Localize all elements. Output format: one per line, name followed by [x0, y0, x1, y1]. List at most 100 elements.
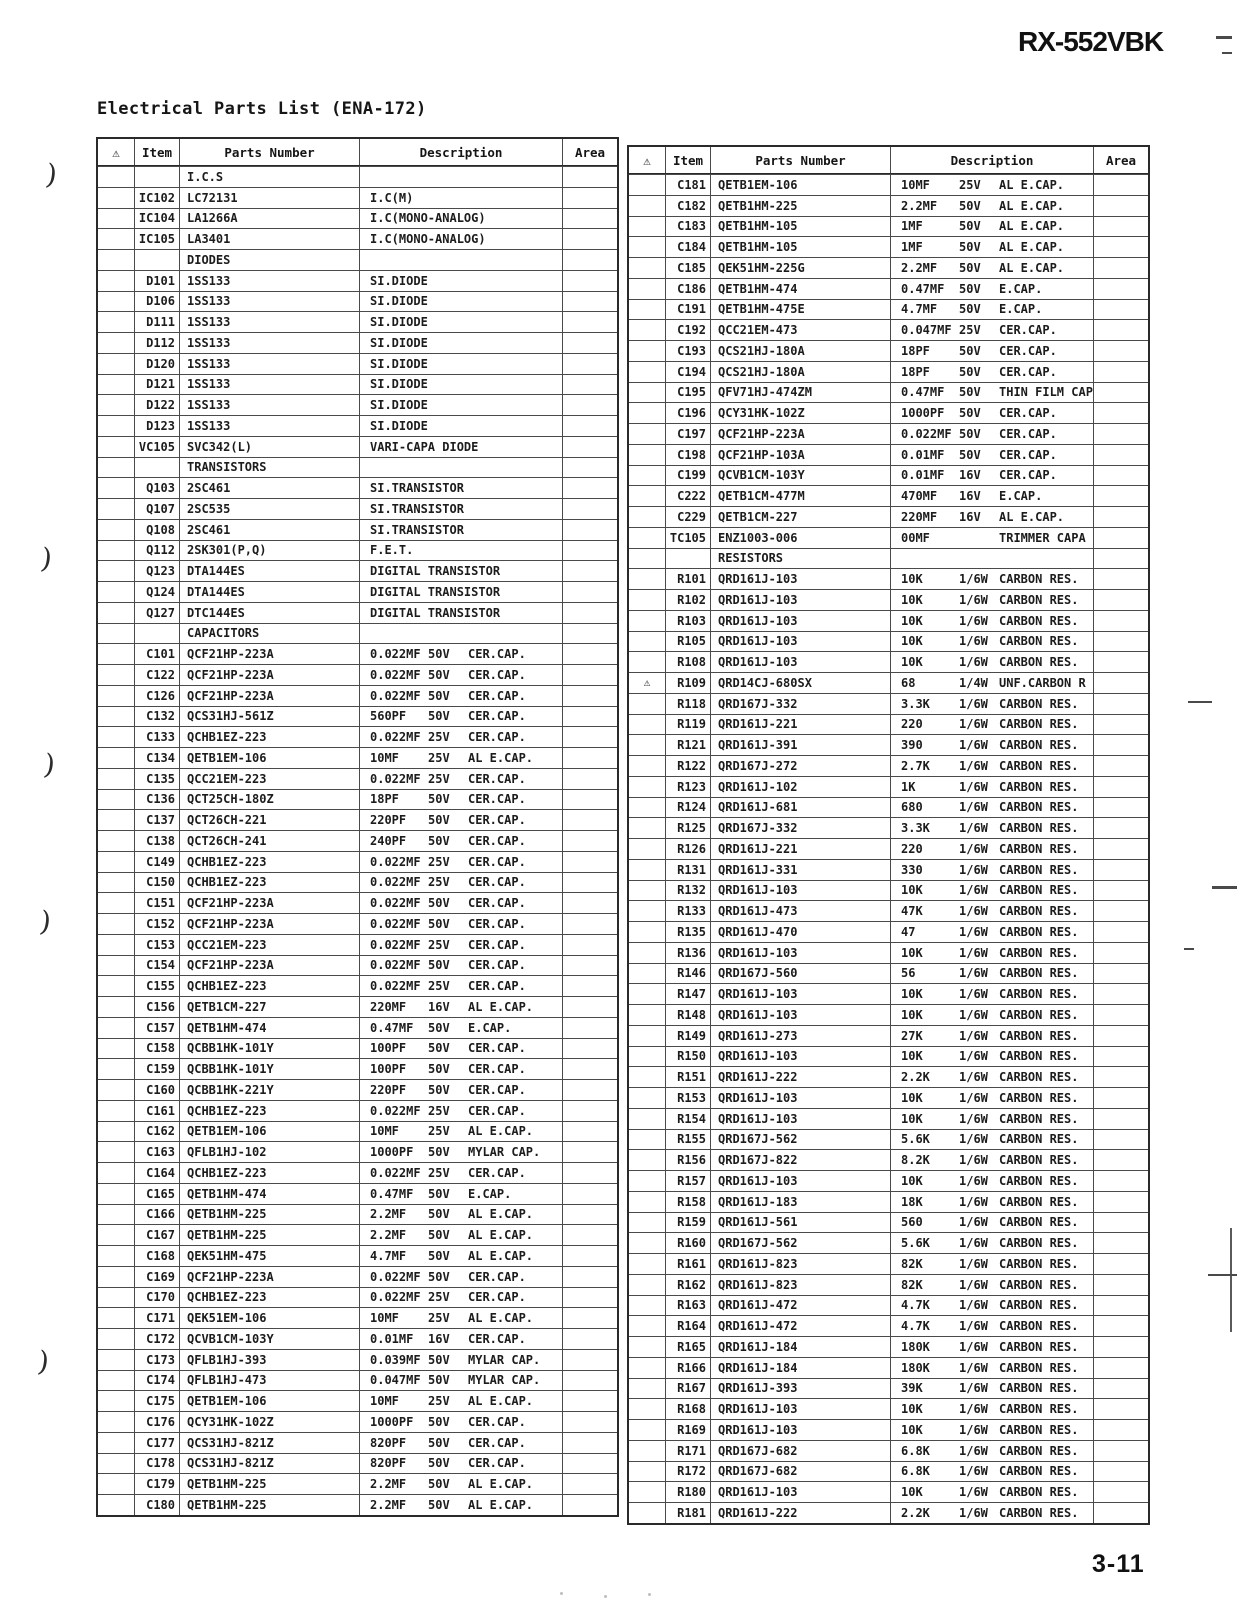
parts-number-cell: QCY31HK-102Z — [179, 1412, 359, 1432]
description-d1: 10K — [901, 1422, 923, 1437]
description-d3: CARBON RES. — [999, 1111, 1079, 1126]
description-d3: CARBON RES. — [999, 696, 1079, 711]
description-d2: 25V — [428, 875, 450, 890]
description-d3: CARBON RES. — [999, 945, 1079, 960]
item-cell: C196 — [665, 403, 710, 423]
parts-number-cell: QCS31HJ-821Z — [179, 1432, 359, 1453]
description-cell: 560PF 50V CER.CAP. — [359, 706, 562, 727]
description-d3: CARBON RES. — [999, 862, 1079, 877]
description-d3: CARBON RES. — [999, 1132, 1079, 1147]
parts-number-cell: QFLB1HJ-393 — [179, 1349, 359, 1370]
table-row: R153 QRD161J-103 10K 1/6W CARBON RES. — [629, 1087, 1148, 1108]
warn-cell — [98, 1495, 134, 1515]
area-cell — [1093, 548, 1148, 569]
area-cell — [562, 768, 617, 789]
description-d1: 0.47MF — [901, 385, 945, 400]
description-cell: 0.01MF 16V CER.CAP. — [890, 465, 1093, 486]
area-cell — [562, 1225, 617, 1245]
warn-cell — [629, 590, 665, 610]
description-d1: 4.7MF — [901, 302, 938, 317]
warn-cell — [629, 341, 665, 361]
table-row: C157 QETB1HM-474 0.47MF 50V E.CAP. — [98, 1016, 617, 1038]
description-d2: 50V — [428, 1186, 450, 1201]
item-cell: Q103 — [134, 478, 179, 498]
description-d2: 50V — [428, 1477, 450, 1492]
parts-number-cell: QCHB1EZ-223 — [179, 1100, 359, 1121]
area-cell — [562, 1349, 617, 1370]
parts-number-cell: QCHB1EZ-223 — [179, 727, 359, 747]
warn-cell — [98, 1122, 134, 1142]
table-row: R164 QRD161J-472 4.7K 1/6W CARBON RES. — [629, 1315, 1148, 1336]
description-cell: DIGITAL TRANSISTOR — [359, 602, 562, 623]
description-d1: 0.047MF — [901, 323, 952, 338]
table-row: D121 1SS133 SI.DIODE — [98, 373, 617, 395]
description-cell: 2.2MF 50V AL E.CAP. — [359, 1225, 562, 1245]
item-cell: C197 — [665, 424, 710, 444]
area-cell — [1093, 486, 1148, 506]
parts-number-cell: QCF21HP-223A — [179, 685, 359, 706]
area-cell — [1093, 361, 1148, 382]
description-cell: DIGITAL TRANSISTOR — [359, 582, 562, 602]
parts-number-cell: QCF21HP-223A — [710, 424, 890, 444]
description-cell: 2.2K 1/6W CARBON RES. — [890, 1503, 1093, 1523]
area-cell — [562, 208, 617, 229]
item-cell: R146 — [665, 963, 710, 984]
description-d2: 25V — [428, 730, 450, 745]
item-cell: C191 — [665, 299, 710, 320]
warn-cell — [629, 943, 665, 963]
description-cell: 2.2MF 50V AL E.CAP. — [359, 1204, 562, 1225]
description-d1: 6.8K — [901, 1443, 930, 1458]
area-cell — [1093, 610, 1148, 631]
table-row: R167 QRD161J-393 39K 1/6W CARBON RES. — [629, 1377, 1148, 1399]
table-row: R155 QRD167J-562 5.6K 1/6W CARBON RES. — [629, 1128, 1148, 1150]
table-row: C170 QCHB1EZ-223 0.022MF 25V CER.CAP. — [98, 1286, 617, 1308]
parts-number-cell: QETB1HM-474 — [179, 1183, 359, 1204]
item-cell: C137 — [134, 810, 179, 830]
item-cell: C136 — [134, 789, 179, 810]
warn-cell — [629, 528, 665, 548]
description-d3: CARBON RES. — [999, 572, 1079, 587]
description-d2: 50V — [428, 1352, 450, 1367]
warn-cell — [629, 1192, 665, 1212]
description-d3: CARBON RES. — [999, 1505, 1079, 1520]
warn-cell — [98, 312, 134, 332]
description-d2: 50V — [428, 1414, 450, 1429]
table-row: C176 QCY31HK-102Z 1000PF 50V CER.CAP. — [98, 1411, 617, 1432]
area-cell — [562, 270, 617, 291]
item-cell: C195 — [665, 382, 710, 403]
parts-number-cell: QETB1HM-105 — [710, 237, 890, 257]
table-row: R163 QRD161J-472 4.7K 1/6W CARBON RES. — [629, 1294, 1148, 1316]
item-cell: C150 — [134, 872, 179, 893]
description-cell: 100PF 50V CER.CAP. — [359, 1059, 562, 1079]
warn-cell — [629, 1337, 665, 1357]
table-row: R132 QRD161J-103 10K 1/6W CARBON RES. — [629, 879, 1148, 901]
description-d3: CARBON RES. — [999, 987, 1079, 1002]
description-d2: 50V — [428, 1020, 450, 1035]
description-cell: 47K 1/6W CARBON RES. — [890, 901, 1093, 921]
table-row: R166 QRD161J-184 180K 1/6W CARBON RES. — [629, 1356, 1148, 1378]
warn-cell — [629, 1233, 665, 1253]
item-cell: C166 — [134, 1204, 179, 1225]
description-d3: AL E.CAP. — [468, 999, 534, 1014]
item-cell: TC105 — [665, 527, 710, 548]
item-cell: R109 — [665, 673, 710, 693]
description-cell: 82K 1/6W CARBON RES. — [890, 1274, 1093, 1295]
description-d2: 1/6W — [959, 758, 988, 773]
area-cell — [562, 1287, 617, 1308]
description-d1: 10MF — [370, 750, 399, 765]
warn-cell — [629, 1441, 665, 1461]
description-d3: CER.CAP. — [468, 1269, 526, 1284]
area-cell — [1093, 652, 1148, 672]
area-cell — [1093, 1025, 1148, 1046]
area-cell — [562, 1432, 617, 1453]
description-d3: CER.CAP. — [468, 958, 526, 973]
description-d1: 330 — [901, 862, 923, 877]
description-d3: CER.CAP. — [468, 1331, 526, 1346]
description-cell: 470MF 16V E.CAP. — [890, 486, 1093, 506]
description-cell: 220PF 50V CER.CAP. — [359, 810, 562, 830]
area-cell — [562, 602, 617, 623]
description-d3: CARBON RES. — [999, 1049, 1079, 1064]
description-d1: 10MF — [370, 1124, 399, 1139]
description-d2: 16V — [959, 509, 981, 524]
description-d2: 1/6W — [959, 1298, 988, 1313]
